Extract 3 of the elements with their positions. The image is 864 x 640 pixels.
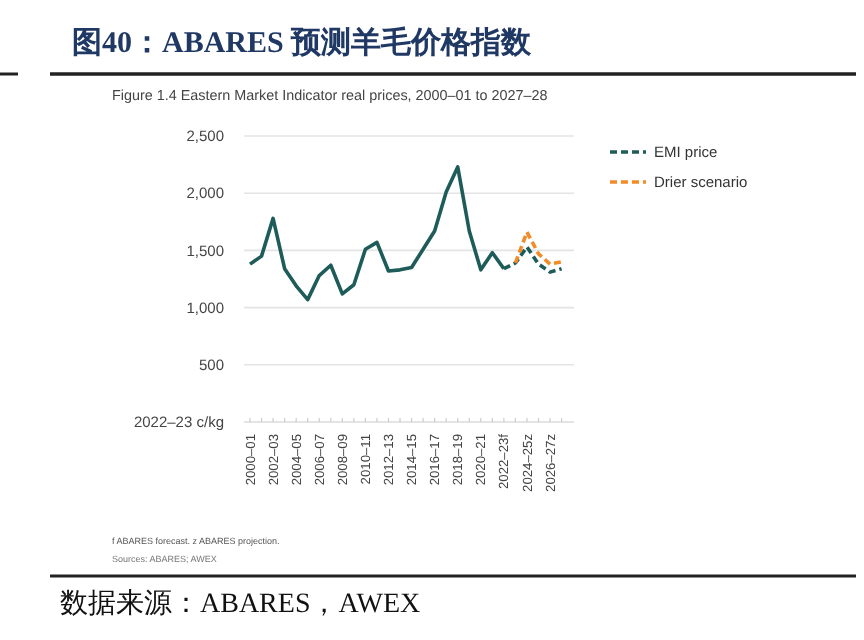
line-series — [513, 230, 564, 266]
chart-title: 图40：ABARES 预测羊毛价格指数 — [72, 26, 534, 60]
source-note: 数据来源：ABARES，AWEX — [60, 588, 421, 620]
